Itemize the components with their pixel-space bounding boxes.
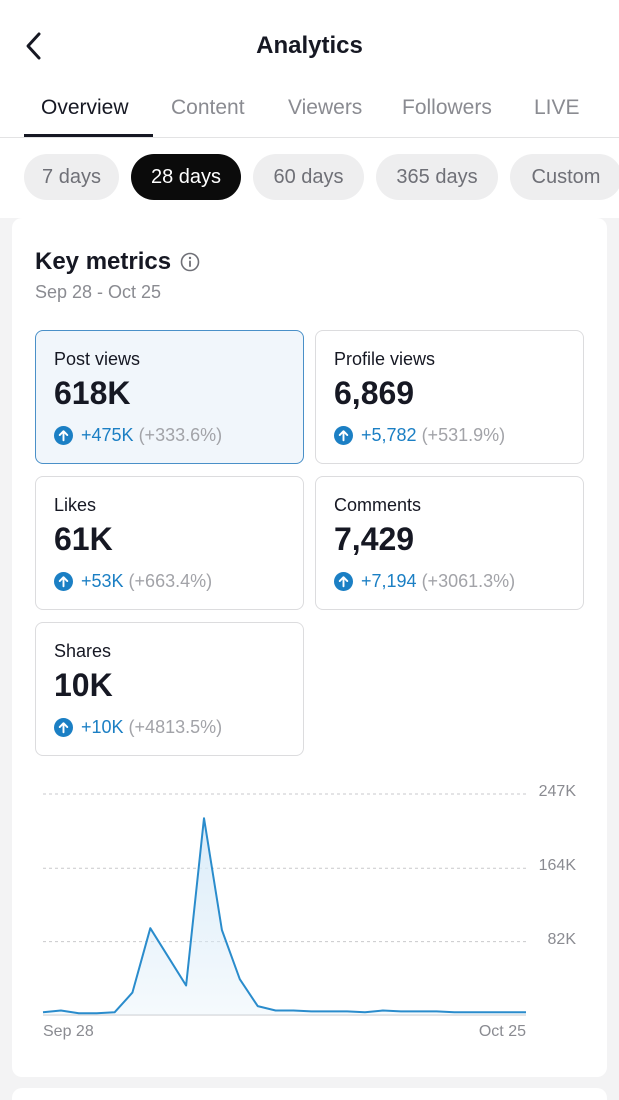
arrow-up-circle-icon — [54, 426, 73, 445]
y-tick-label: 82K — [547, 931, 576, 948]
page-title: Analytics — [256, 32, 363, 59]
metric-delta: +5,782 — [361, 425, 417, 445]
metric-comments[interactable]: Comments 7,429 +7,194 (+3061.3%) — [315, 476, 584, 610]
arrow-up-circle-icon — [54, 718, 73, 737]
date-range-label: Sep 28 - Oct 25 — [35, 282, 162, 302]
metric-percent: (+531.9%) — [421, 425, 506, 445]
metric-percent: (+3061.3%) — [421, 571, 516, 591]
series-line — [42, 817, 526, 1015]
x-end-label: Oct 25 — [478, 1023, 526, 1040]
metric-delta: +475K — [81, 425, 134, 445]
top-bar: Analytics Overview Content Viewers Follo… — [0, 0, 619, 138]
tab-viewers[interactable]: Viewers — [288, 96, 363, 119]
active-tab-indicator — [24, 134, 153, 137]
metric-label: Post views — [54, 349, 141, 369]
back-button[interactable] — [18, 30, 50, 62]
y-tick-label: 247K — [538, 783, 576, 800]
post-views-chart[interactable]: 247K 164K 82K Sep 28 Oct 25 — [12, 773, 607, 1053]
tab-followers[interactable]: Followers — [402, 96, 492, 119]
range-365-days[interactable]: 365 days — [376, 154, 498, 200]
metric-change: +53K (+663.4%) — [54, 571, 212, 592]
metric-delta: +7,194 — [361, 571, 417, 591]
metric-change: +5,782 (+531.9%) — [334, 425, 505, 446]
x-start-label: Sep 28 — [43, 1023, 94, 1040]
metric-post-views[interactable]: Post views 618K +475K (+333.6%) — [35, 330, 304, 464]
series-area — [43, 818, 526, 1015]
metric-value: 61K — [54, 521, 113, 557]
chart-plot — [42, 793, 526, 1016]
y-tick-label: 164K — [538, 857, 576, 874]
tab-content[interactable]: Content — [171, 96, 245, 119]
metric-value: 618K — [54, 375, 131, 411]
metric-label: Comments — [334, 495, 422, 515]
metric-percent: (+663.4%) — [128, 571, 213, 591]
range-60-days[interactable]: 60 days — [253, 154, 364, 200]
chevron-left-icon — [26, 32, 41, 60]
metric-value: 7,429 — [334, 521, 415, 557]
range-7-days[interactable]: 7 days — [24, 154, 119, 200]
range-custom[interactable]: Custom — [510, 154, 619, 200]
metric-percent: (+333.6%) — [138, 425, 223, 445]
tab-live[interactable]: LIVE — [534, 96, 580, 119]
metric-likes[interactable]: Likes 61K +53K (+663.4%) — [35, 476, 304, 610]
metric-shares[interactable]: Shares 10K +10K (+4813.5%) — [35, 622, 304, 756]
info-icon[interactable] — [180, 252, 200, 272]
metric-label: Shares — [54, 641, 112, 661]
metric-profile-views[interactable]: Profile views 6,869 +5,782 (+531.9%) — [315, 330, 584, 464]
arrow-up-circle-icon — [54, 572, 73, 591]
metric-label: Likes — [54, 495, 97, 515]
key-metrics-title: Key metrics — [35, 248, 172, 275]
next-section-card — [12, 1088, 607, 1100]
range-28-days[interactable]: 28 days — [131, 154, 241, 200]
metric-change: +7,194 (+3061.3%) — [334, 571, 515, 592]
metric-value: 6,869 — [334, 375, 415, 411]
metric-label: Profile views — [334, 349, 436, 369]
key-metrics-card: Key metrics Sep 28 - Oct 25 Post views 6… — [12, 218, 607, 1077]
tab-overview[interactable]: Overview — [41, 96, 129, 119]
tab-bar: Overview Content Viewers Followers LIVE — [0, 92, 619, 138]
metric-value: 10K — [54, 667, 113, 703]
metric-delta: +53K — [81, 571, 124, 591]
arrow-up-circle-icon — [334, 572, 353, 591]
date-range-selector: 7 days 28 days 60 days 365 days Custom — [0, 138, 619, 218]
metric-delta: +10K — [81, 717, 124, 737]
metric-change: +475K (+333.6%) — [54, 425, 222, 446]
arrow-up-circle-icon — [334, 426, 353, 445]
metric-percent: (+4813.5%) — [128, 717, 223, 737]
metric-change: +10K (+4813.5%) — [54, 717, 222, 738]
